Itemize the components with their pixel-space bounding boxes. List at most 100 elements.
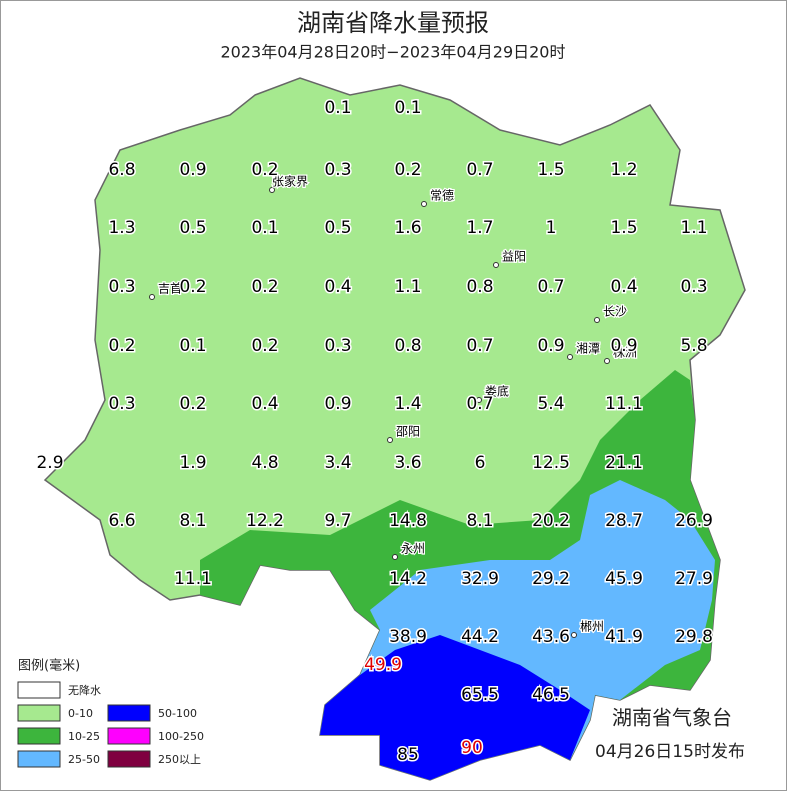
station-value: 1.2 (610, 160, 637, 180)
station-value: 14.8 (389, 511, 427, 531)
station-value: 8.1 (179, 511, 206, 531)
station-value: 32.9 (461, 569, 499, 589)
station-value: 8.1 (466, 511, 493, 531)
city-label: 张家界 (272, 174, 308, 189)
city-dot (476, 397, 482, 403)
station-value: 0.3 (324, 336, 351, 356)
station-value: 6.8 (108, 160, 135, 180)
station-value: 0.8 (466, 277, 493, 297)
station-value: 0.2 (179, 277, 206, 297)
legend-label: 250以上 (158, 753, 201, 766)
zone-50-100 (320, 635, 590, 780)
legend-swatch (17, 750, 61, 768)
city-dot (421, 201, 427, 207)
station-value: 1.9 (179, 453, 206, 473)
station-value: 21.1 (605, 453, 643, 473)
city-label: 株洲 (613, 345, 637, 360)
city-label: 吉首 (158, 282, 182, 296)
city-dot (567, 354, 573, 360)
station-value: 43.6 (532, 627, 570, 647)
city-dot (493, 262, 499, 268)
city-label: 湘潭 (576, 341, 600, 356)
station-value: 0.9 (179, 160, 206, 180)
station-value: 28.7 (605, 511, 643, 531)
station-value: 20.2 (532, 511, 570, 531)
legend-label: 0-10 (68, 707, 93, 720)
station-value: 45.9 (605, 569, 643, 589)
station-value: 1.5 (610, 218, 637, 238)
station-value: 0.7 (466, 160, 493, 180)
station-value: 1.3 (108, 218, 135, 238)
station-value: 44.2 (461, 627, 499, 647)
legend-swatch (107, 704, 151, 722)
issued: 04月26日15时发布 (595, 742, 745, 762)
station-value: 0.4 (324, 277, 351, 297)
station-value: 4.8 (251, 453, 278, 473)
station-value: 3.6 (394, 453, 421, 473)
station-value: 11.1 (605, 394, 643, 414)
subtitle: 2023年04月28日20时−2023年04月29日20时 (220, 43, 565, 62)
city-dot (392, 554, 398, 560)
city-dot (269, 187, 275, 193)
station-value: 0.2 (251, 160, 278, 180)
station-value: 5.8 (680, 336, 707, 356)
station-value: 1.4 (394, 394, 421, 414)
station-value: 1.6 (394, 218, 421, 238)
legend-swatch (17, 704, 61, 722)
station-value: 26.9 (675, 511, 713, 531)
station-value: 29.8 (675, 627, 713, 647)
station-value: 1.5 (537, 160, 564, 180)
station-value: 38.9 (389, 627, 427, 647)
station-value: 12.5 (532, 453, 570, 473)
station-value: 0.4 (610, 277, 637, 297)
station-value: 85 (397, 745, 419, 765)
station-value: 0.3 (108, 394, 135, 414)
city-dot (149, 294, 155, 300)
station-value: 0.4 (251, 394, 278, 414)
station-value: 0.8 (394, 336, 421, 356)
station-value: 1.1 (680, 218, 707, 238)
station-value: 0.2 (394, 160, 421, 180)
title: 湖南省降水量预报 (297, 9, 489, 37)
station-value: 0.9 (324, 394, 351, 414)
legend-label: 50-100 (158, 707, 197, 720)
city-dot (604, 358, 610, 364)
legend-swatch (17, 681, 61, 699)
station-value: 2.9 (36, 453, 63, 473)
station-value: 0.9 (610, 336, 637, 356)
legend-label: 10-25 (68, 730, 100, 743)
city-dot (387, 437, 393, 443)
legend-title: 图例(毫米) (18, 658, 80, 674)
station-value: 0.2 (108, 336, 135, 356)
station-value: 6 (475, 453, 486, 473)
city-label: 永州 (401, 542, 425, 556)
station-value: 3.4 (324, 453, 351, 473)
station-value: 1 (546, 218, 557, 238)
station-value: 9.7 (324, 511, 351, 531)
station-value: 0.3 (324, 160, 351, 180)
station-value: 0.2 (251, 336, 278, 356)
city-label: 长沙 (603, 305, 627, 319)
station-value: 0.7 (466, 394, 493, 414)
city-dot (571, 632, 577, 638)
station-value: 0.9 (537, 336, 564, 356)
station-value: 0.5 (324, 218, 351, 238)
city-label: 常德 (430, 188, 454, 203)
station-value: 49.9 (364, 655, 402, 675)
station-value: 0.2 (251, 277, 278, 297)
station-value: 46.5 (532, 685, 570, 705)
legend-swatch (107, 727, 151, 745)
station-value: 0.1 (179, 336, 206, 356)
station-value: 0.1 (324, 98, 351, 118)
station-value: 11.1 (174, 569, 212, 589)
city-dot (594, 317, 600, 323)
station-value: 0.5 (179, 218, 206, 238)
agency: 湖南省气象台 (612, 706, 732, 730)
station-value: 0.3 (680, 277, 707, 297)
station-value: 41.9 (605, 627, 643, 647)
legend-label: 25-50 (68, 753, 100, 766)
city-label: 邵阳 (396, 425, 420, 439)
legend-swatch (17, 727, 61, 745)
city-label: 郴州 (580, 620, 604, 634)
